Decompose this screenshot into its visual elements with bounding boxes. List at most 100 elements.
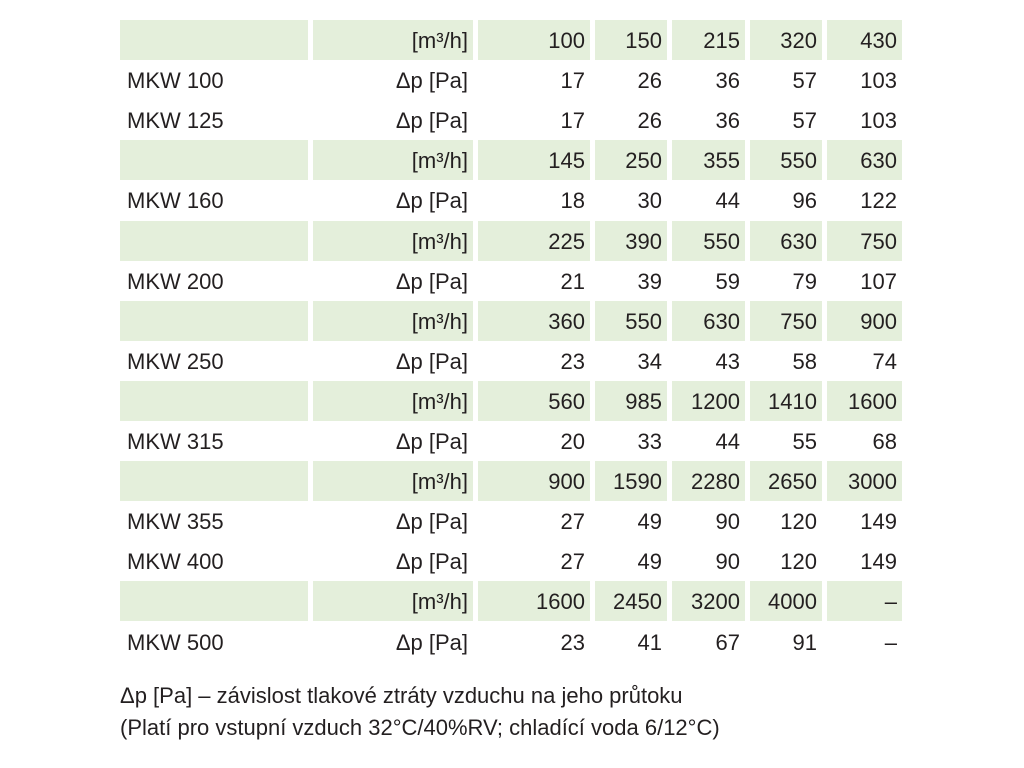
value: 41 — [637, 629, 662, 655]
value: 44 — [715, 188, 740, 214]
note: (Platí pro vstupní vzduch 32°C/40%RV; ch… — [120, 715, 720, 740]
value: 250 — [595, 140, 667, 181]
unit: Δp [Pa] — [395, 629, 468, 655]
value: 1590 — [595, 461, 667, 502]
value: 120 — [780, 549, 817, 575]
value: 68 — [872, 429, 897, 454]
value: 96 — [792, 188, 817, 214]
value: 2280 — [672, 461, 745, 502]
value: 79 — [792, 268, 817, 294]
value: 90 — [715, 549, 740, 575]
unit: [m³/h] — [313, 300, 473, 341]
value: 55 — [792, 429, 817, 454]
value: 1600 — [827, 380, 902, 421]
value: 49 — [637, 509, 662, 535]
value: 17 — [560, 68, 585, 94]
value: – — [827, 581, 902, 622]
value: 150 — [595, 20, 667, 60]
value: 145 — [478, 140, 590, 181]
value: 44 — [715, 429, 740, 454]
unit: [m³/h] — [313, 461, 473, 502]
value: 36 — [715, 68, 740, 94]
unit: Δp [Pa] — [395, 429, 468, 454]
row-label — [120, 300, 308, 341]
row-label — [120, 380, 308, 421]
unit: [m³/h] — [313, 220, 473, 261]
value: 74 — [872, 348, 897, 374]
value: 17 — [560, 108, 585, 134]
value: 43 — [715, 348, 740, 374]
value: 149 — [860, 549, 897, 575]
value: 900 — [827, 300, 902, 341]
unit: Δp [Pa] — [395, 509, 468, 535]
unit: [m³/h] — [313, 140, 473, 181]
value: 430 — [827, 20, 902, 60]
value: 4000 — [750, 581, 822, 622]
value: 30 — [637, 188, 662, 214]
value: 18 — [560, 188, 585, 214]
value: 58 — [792, 348, 817, 374]
value: 33 — [637, 429, 662, 454]
row-label: MKW 500 — [127, 629, 224, 655]
value: 39 — [637, 268, 662, 294]
value: 149 — [860, 509, 897, 535]
value: 750 — [750, 300, 822, 341]
value: 550 — [750, 140, 822, 181]
value: 390 — [595, 220, 667, 261]
value: 630 — [672, 300, 745, 341]
value: 355 — [672, 140, 745, 181]
unit: Δp [Pa] — [395, 188, 468, 214]
value: 985 — [595, 380, 667, 421]
value: 59 — [715, 268, 740, 294]
value: 67 — [715, 629, 740, 655]
value: 103 — [860, 108, 897, 134]
value: 107 — [860, 268, 897, 294]
value: 630 — [750, 220, 822, 261]
value: 1410 — [750, 380, 822, 421]
row-label: MKW 125 — [127, 108, 224, 134]
value: 100 — [478, 20, 590, 60]
row-label — [120, 140, 308, 181]
row-label — [120, 20, 308, 60]
unit: [m³/h] — [313, 20, 473, 60]
value: 91 — [792, 629, 817, 655]
row-label: MKW 400 — [127, 549, 224, 575]
value: 122 — [860, 188, 897, 214]
note: Δp [Pa] – závislost tlakové ztráty vzduc… — [120, 683, 683, 708]
value: 630 — [827, 140, 902, 181]
value: 36 — [715, 108, 740, 134]
value: 103 — [860, 68, 897, 94]
value: 57 — [792, 108, 817, 134]
value: 27 — [560, 549, 585, 575]
row-label — [120, 220, 308, 261]
value: 27 — [560, 509, 585, 535]
value: 57 — [792, 68, 817, 94]
unit: [m³/h] — [313, 581, 473, 622]
value: – — [884, 629, 897, 655]
value: 21 — [560, 268, 585, 294]
value: 550 — [672, 220, 745, 261]
value: 1600 — [478, 581, 590, 622]
value: 23 — [560, 629, 585, 655]
value: 20 — [560, 429, 585, 454]
value: 26 — [637, 108, 662, 134]
unit: Δp [Pa] — [395, 348, 468, 374]
value: 26 — [637, 68, 662, 94]
value: 3000 — [827, 461, 902, 502]
row-label — [120, 581, 308, 622]
value: 1200 — [672, 380, 745, 421]
unit: Δp [Pa] — [395, 549, 468, 575]
row-label — [120, 461, 308, 502]
value: 560 — [478, 380, 590, 421]
value: 90 — [715, 509, 740, 535]
value: 360 — [478, 300, 590, 341]
row-label: MKW 250 — [127, 348, 224, 374]
value: 34 — [637, 348, 662, 374]
value: 2450 — [595, 581, 667, 622]
unit: Δp [Pa] — [395, 108, 468, 134]
value: 49 — [637, 549, 662, 575]
row-label: MKW 315 — [127, 429, 224, 454]
unit: Δp [Pa] — [395, 268, 468, 294]
row-label: MKW 200 — [127, 268, 224, 294]
